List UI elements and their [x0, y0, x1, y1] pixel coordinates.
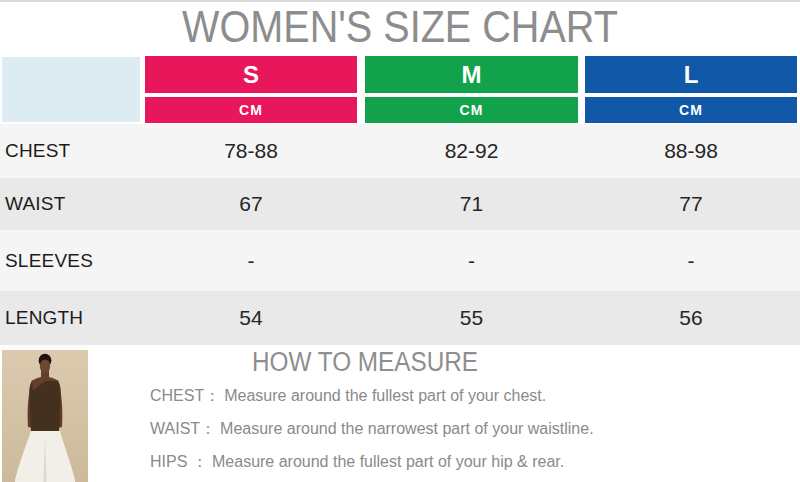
page-title: WOMEN'S SIZE CHART	[48, 1, 752, 53]
model-photo	[2, 350, 88, 482]
row-label-chest: CHEST	[5, 124, 70, 178]
size-chart-page: WOMEN'S SIZE CHART S M L CM CM CM CHEST …	[0, 0, 800, 482]
measure-text-waist: Measure around the narrowest part of you…	[220, 420, 594, 438]
sleeves-value-l: -	[585, 230, 797, 291]
row-label-length: LENGTH	[5, 291, 83, 345]
waist-value-s: 67	[145, 178, 357, 230]
size-header-s: S	[145, 56, 357, 93]
measure-item-waist: WAIST： Measure around the narrowest part…	[150, 419, 594, 440]
unit-header-m: CM	[365, 97, 578, 123]
table-row-sleeves: SLEEVES - - -	[0, 230, 800, 291]
table-row-length: LENGTH 54 55 56	[0, 291, 800, 345]
how-to-measure-title: HOW TO MEASURE	[127, 347, 604, 377]
row-label-sleeves: SLEEVES	[5, 230, 93, 291]
measure-label-waist: WAIST：	[150, 419, 216, 440]
measure-item-chest: CHEST： Measure around the fullest part o…	[150, 386, 546, 407]
size-chart-corner-cell	[2, 57, 140, 122]
chest-value-l: 88-98	[585, 124, 797, 178]
length-value-l: 56	[585, 291, 797, 345]
chest-value-s: 78-88	[145, 124, 357, 178]
sleeves-value-s: -	[145, 230, 357, 291]
table-row-chest: CHEST 78-88 82-92 88-98	[0, 124, 800, 178]
measure-label-hips: HIPS ：	[150, 452, 208, 473]
size-header-m: M	[365, 56, 578, 93]
length-value-s: 54	[145, 291, 357, 345]
measure-item-hips: HIPS ： Measure around the fullest part o…	[150, 452, 564, 473]
measure-text-hips: Measure around the fullest part of your …	[212, 453, 564, 471]
length-value-m: 55	[365, 291, 578, 345]
row-label-waist: WAIST	[5, 178, 65, 230]
size-header-l: L	[585, 56, 797, 93]
chest-value-m: 82-92	[365, 124, 578, 178]
measure-label-chest: CHEST：	[150, 386, 220, 407]
table-row-waist: WAIST 67 71 77	[0, 178, 800, 230]
waist-value-l: 77	[585, 178, 797, 230]
unit-header-l: CM	[585, 97, 797, 123]
measure-text-chest: Measure around the fullest part of your …	[224, 387, 546, 405]
waist-value-m: 71	[365, 178, 578, 230]
unit-header-s: CM	[145, 97, 357, 123]
sleeves-value-m: -	[365, 230, 578, 291]
model-photo-illustration	[2, 350, 88, 482]
